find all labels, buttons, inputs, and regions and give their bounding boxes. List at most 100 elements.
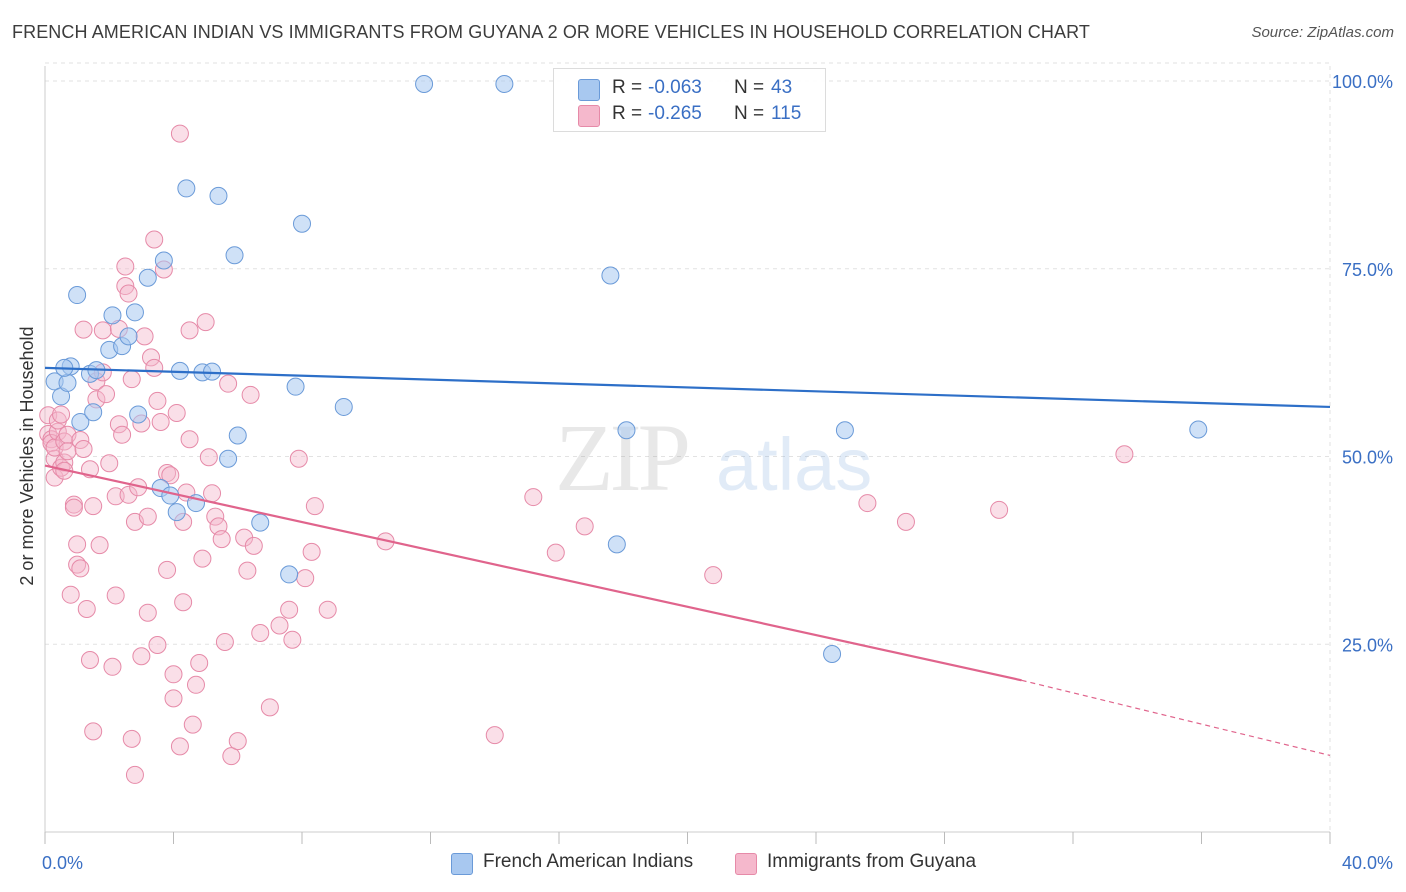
data-point-french-american-indians [607, 535, 626, 554]
data-point-immigrants-from-guyana [138, 603, 157, 622]
data-point-immigrants-from-guyana [145, 358, 164, 377]
data-point-french-american-indians [835, 421, 854, 440]
data-point-french-american-indians [103, 306, 122, 325]
data-point-french-american-indians [495, 75, 514, 94]
data-point-immigrants-from-guyana [77, 599, 96, 618]
data-point-french-american-indians [119, 327, 138, 346]
data-point-french-american-indians [167, 503, 186, 522]
data-point-immigrants-from-guyana [174, 593, 193, 612]
data-point-immigrants-from-guyana [186, 675, 205, 694]
data-point-immigrants-from-guyana [148, 391, 167, 410]
data-point-immigrants-from-guyana [106, 487, 125, 506]
data-point-immigrants-from-guyana [170, 737, 189, 756]
watermark: ZIP atlas [555, 404, 872, 511]
data-point-french-american-indians [71, 412, 90, 431]
data-point-french-american-indians [203, 362, 222, 381]
data-point-immigrants-from-guyana [109, 415, 128, 434]
data-point-french-american-indians [334, 397, 353, 416]
data-point-immigrants-from-guyana [203, 484, 222, 503]
legend-r-value: -0.063 [648, 77, 702, 98]
data-point-immigrants-from-guyana [61, 585, 80, 604]
data-point-immigrants-from-guyana [135, 327, 154, 346]
data-point-immigrants-from-guyana [302, 542, 321, 561]
data-point-immigrants-from-guyana [71, 559, 90, 578]
data-point-french-american-indians [823, 645, 842, 664]
data-point-immigrants-from-guyana [151, 412, 170, 431]
tick-labels: 25.0% 50.0% 75.0% 100.0% 0.0% 40.0% [42, 72, 1393, 873]
data-point-immigrants-from-guyana [138, 507, 157, 526]
data-point-immigrants-from-guyana [858, 494, 877, 513]
data-point-french-american-indians [129, 405, 148, 424]
data-point-immigrants-from-guyana [158, 464, 177, 483]
data-point-immigrants-from-guyana [990, 500, 1009, 519]
data-point-immigrants-from-guyana [161, 466, 180, 485]
legend-n-label: N = [734, 77, 765, 98]
data-point-immigrants-from-guyana [74, 440, 93, 458]
data-point-french-american-indians [286, 377, 305, 396]
data-point-immigrants-from-guyana [222, 747, 241, 766]
data-point-immigrants-from-guyana [289, 449, 308, 468]
trend-line-french-american-indians [44, 366, 1331, 409]
data-point-immigrants-from-guyana [106, 586, 125, 605]
data-point-immigrants-from-guyana [97, 385, 116, 404]
data-point-immigrants-from-guyana [132, 647, 151, 666]
data-point-immigrants-from-guyana [84, 497, 103, 516]
bottom-legend-label: Immigrants from Guyana [767, 851, 977, 872]
data-point-immigrants-from-guyana [575, 517, 594, 536]
data-point-immigrants-from-guyana [93, 321, 112, 340]
data-point-immigrants-from-guyana [704, 566, 723, 585]
data-point-immigrants-from-guyana [199, 448, 218, 467]
y-tick-label: 100.0% [1332, 72, 1393, 92]
source-label: Source: ZipAtlas.com [1251, 24, 1394, 41]
data-point-immigrants-from-guyana [68, 535, 87, 554]
data-point-immigrants-from-guyana [180, 430, 199, 449]
legend-r-value: -0.265 [648, 103, 702, 124]
trend-lines [44, 366, 1331, 756]
data-point-immigrants-from-guyana [52, 405, 71, 424]
data-point-immigrants-from-guyana [193, 549, 212, 568]
data-point-immigrants-from-guyana [119, 485, 138, 504]
data-point-immigrants-from-guyana [122, 370, 141, 389]
data-point-immigrants-from-guyana [251, 623, 270, 642]
correlation-legend: R = -0.063 N = 43 R = -0.265 N = 115 [553, 68, 826, 132]
data-point-french-american-indians [601, 266, 620, 285]
data-point-french-american-indians [84, 403, 103, 422]
data-point-immigrants-from-guyana [113, 425, 132, 444]
data-point-french-american-indians [1189, 420, 1208, 439]
data-point-immigrants-from-guyana [296, 569, 315, 588]
legend-swatch-pink [578, 105, 600, 127]
data-point-immigrants-from-guyana [1115, 445, 1134, 464]
data-point-immigrants-from-guyana [167, 403, 186, 422]
data-point-immigrants-from-guyana [196, 313, 215, 332]
data-point-french-american-indians [225, 246, 244, 265]
legend-r-label: R = [612, 103, 643, 124]
data-point-french-american-indians [280, 565, 299, 584]
data-point-immigrants-from-guyana [158, 560, 177, 579]
data-point-immigrants-from-guyana [219, 374, 238, 393]
data-point-immigrants-from-guyana [206, 507, 225, 526]
data-point-immigrants-from-guyana [170, 124, 189, 143]
data-point-immigrants-from-guyana [164, 689, 183, 708]
data-point-french-american-indians [58, 373, 77, 392]
data-point-french-american-indians [293, 214, 311, 233]
data-point-immigrants-from-guyana [80, 651, 99, 670]
data-point-immigrants-from-guyana [125, 765, 144, 784]
legend-n-value: 43 [771, 77, 793, 98]
data-point-immigrants-from-guyana [241, 385, 260, 404]
y-tick-label: 25.0% [1342, 635, 1393, 655]
data-point-immigrants-from-guyana [142, 348, 161, 367]
data-point-french-american-indians [154, 251, 173, 270]
data-point-immigrants-from-guyana [180, 321, 199, 340]
legend-n-value: 115 [771, 103, 802, 124]
data-point-immigrants-from-guyana [896, 512, 915, 531]
data-point-immigrants-from-guyana [116, 257, 135, 276]
data-point-french-american-indians [209, 186, 228, 205]
bottom-legend-label: French American Indians [483, 851, 694, 872]
data-point-immigrants-from-guyana [74, 320, 93, 339]
data-point-immigrants-from-guyana [238, 561, 257, 580]
legend-swatch-blue [578, 79, 600, 101]
x-tick-label-min: 0.0% [42, 853, 83, 873]
axes [44, 66, 1331, 844]
data-point-french-american-indians [68, 286, 87, 305]
